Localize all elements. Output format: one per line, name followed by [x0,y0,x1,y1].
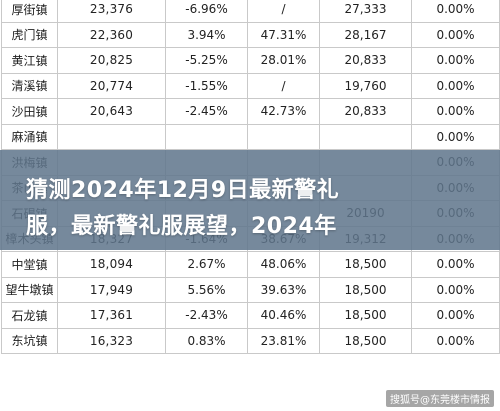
ratio-percent-cell: 40.46% [247,302,320,329]
benchmark-value-cell: 18,500 [319,302,412,329]
ratio-percent-cell: 28.01% [247,47,320,74]
ratio-percent-cell: 42.73% [247,98,320,125]
benchmark-value-cell [319,123,412,150]
benchmark-value-cell: 20,833 [319,47,412,74]
ratio-percent-cell: 48.06% [247,251,320,278]
town-name-cell: 虎门镇 [1,21,58,48]
change-percent-cell: 0.83% [165,327,248,354]
benchmark-value-cell: 27,333 [319,0,412,23]
benchmark-value-cell: 18,500 [319,251,412,278]
town-name-cell: 黄江镇 [1,47,58,74]
value-cell: 20,825 [57,47,166,74]
town-name-cell: 沙田镇 [1,98,58,125]
town-name-cell: 望牛墩镇 [1,276,58,303]
value-cell: 17,361 [57,302,166,329]
value-cell: 20,774 [57,72,166,99]
rate-cell: 0.00% [411,327,500,354]
rate-cell: 0.00% [411,123,500,150]
town-name-cell: 中堂镇 [1,251,58,278]
change-percent-cell: -5.25% [165,47,248,74]
rate-cell: 0.00% [411,21,500,48]
rate-cell: 0.00% [411,98,500,125]
rate-cell: 0.00% [411,47,500,74]
change-percent-cell: 2.67% [165,251,248,278]
change-percent-cell: -2.45% [165,98,248,125]
change-percent-cell: -2.43% [165,302,248,329]
change-percent-cell: -1.55% [165,72,248,99]
table-row: 石龙镇 17,361 -2.43% 40.46% 18,500 0.00% [1,302,500,329]
town-name-cell: 东坑镇 [1,327,58,354]
rate-cell: 0.00% [411,72,500,99]
change-percent-cell: 3.94% [165,21,248,48]
ratio-percent-cell: / [247,0,320,23]
town-name-cell: 清溪镇 [1,72,58,99]
ratio-percent-cell: / [247,72,320,99]
rate-cell: 0.00% [411,276,500,303]
value-cell: 18,094 [57,251,166,278]
value-cell: 17,949 [57,276,166,303]
value-cell: 22,360 [57,21,166,48]
ratio-percent-cell: 47.31% [247,21,320,48]
benchmark-value-cell: 28,167 [319,21,412,48]
value-cell: 20,643 [57,98,166,125]
benchmark-value-cell: 20,833 [319,98,412,125]
value-cell: 23,376 [57,0,166,23]
benchmark-value-cell: 18,500 [319,327,412,354]
table-row: 望牛墩镇 17,949 5.56% 39.63% 18,500 0.00% [1,276,500,303]
benchmark-value-cell: 18,500 [319,276,412,303]
town-name-cell: 石龙镇 [1,302,58,329]
change-percent-cell: 5.56% [165,276,248,303]
table-row: 中堂镇 18,094 2.67% 48.06% 18,500 0.00% [1,251,500,278]
banner-title-line-2: 服，最新警礼服展望，2024年 [26,214,337,239]
ratio-percent-cell [247,123,320,150]
table-row: 黄江镇 20,825 -5.25% 28.01% 20,833 0.00% [1,47,500,74]
table-row: 东坑镇 16,323 0.83% 23.81% 18,500 0.00% [1,327,500,354]
title-banner [0,150,500,250]
table-row: 沙田镇 20,643 -2.45% 42.73% 20,833 0.00% [1,98,500,125]
table-row: 清溪镇 20,774 -1.55%/19,760 0.00% [1,72,500,99]
value-cell [57,123,166,150]
rate-cell: 0.00% [411,251,500,278]
rate-cell: 0.00% [411,302,500,329]
value-cell: 16,323 [57,327,166,354]
ratio-percent-cell: 23.81% [247,327,320,354]
town-name-cell: 麻涌镇 [1,123,58,150]
banner-title-line-1: 猜测2024年12月9日最新警礼 [26,178,340,203]
watermark: 搜狐号@东莞楼市情报 [386,390,494,407]
table-row: 厚街镇 23,376 -6.96%/27,333 0.00% [1,0,500,23]
town-name-cell: 厚街镇 [1,0,58,23]
change-percent-cell [165,123,248,150]
table-row: 虎门镇 22,360 3.94% 47.31% 28,167 0.00% [1,21,500,48]
rate-cell: 0.00% [411,0,500,23]
benchmark-value-cell: 19,760 [319,72,412,99]
ratio-percent-cell: 39.63% [247,276,320,303]
change-percent-cell: -6.96% [165,0,248,23]
table-row: 麻涌镇 0.00% [1,123,500,150]
